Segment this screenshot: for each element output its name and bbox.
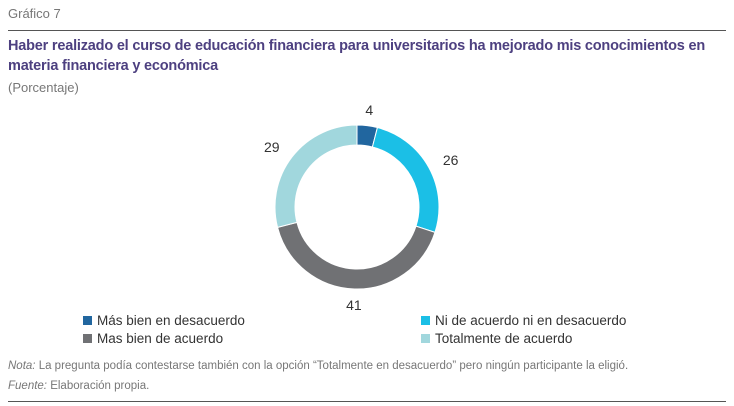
note-text: La pregunta podía contestarse también co… (35, 360, 629, 372)
legend-item-ni-de-acuerdo: Ni de acuerdo ni en desacuerdo (421, 313, 626, 328)
donut-chart: 4 26 41 29 (264, 102, 459, 313)
source-text: Elaboración propia. (47, 380, 150, 392)
donut-data-labels: 4 26 41 29 (264, 102, 459, 313)
legend-label: Totalmente de acuerdo (435, 331, 573, 346)
donut-slices (274, 124, 440, 290)
legend-swatch (421, 334, 430, 343)
top-rule (8, 30, 726, 31)
donut-data-label-1: 26 (443, 152, 459, 168)
chart-title: Haber realizado el curso de educación fi… (8, 38, 705, 74)
legend-item-mas-bien-en-desacuerdo: Más bien en desacuerdo (83, 313, 245, 328)
figure-label: Gráfico 7 (8, 6, 61, 21)
donut-slice-1 (371, 126, 440, 233)
donut-data-label-2: 41 (346, 297, 362, 313)
donut-slice-2 (276, 221, 436, 290)
legend-swatch (421, 316, 430, 325)
source-label: Fuente: (8, 380, 47, 392)
chart-note: Nota: La pregunta podía contestarse tamb… (8, 360, 628, 372)
legend-item-mas-bien-de-acuerdo: Mas bien de acuerdo (83, 331, 223, 346)
chart-source: Fuente: Elaboración propia. (8, 380, 149, 392)
chart-legend: Más bien en desacuerdo Ni de acuerdo ni … (83, 313, 683, 353)
legend-swatch (83, 316, 92, 325)
note-label: Nota: (8, 360, 36, 372)
chart-subtitle: (Porcentaje) (8, 80, 79, 95)
legend-item-totalmente-de-acuerdo: Totalmente de acuerdo (421, 331, 572, 346)
legend-label: Ni de acuerdo ni en desacuerdo (435, 313, 627, 328)
legend-label: Mas bien de acuerdo (97, 331, 224, 346)
donut-data-label-3: 29 (264, 139, 280, 155)
bottom-rule (8, 401, 726, 402)
donut-slice-3 (274, 124, 358, 229)
donut-data-label-0: 4 (365, 102, 373, 118)
legend-swatch (83, 334, 92, 343)
legend-label: Más bien en desacuerdo (97, 313, 245, 328)
